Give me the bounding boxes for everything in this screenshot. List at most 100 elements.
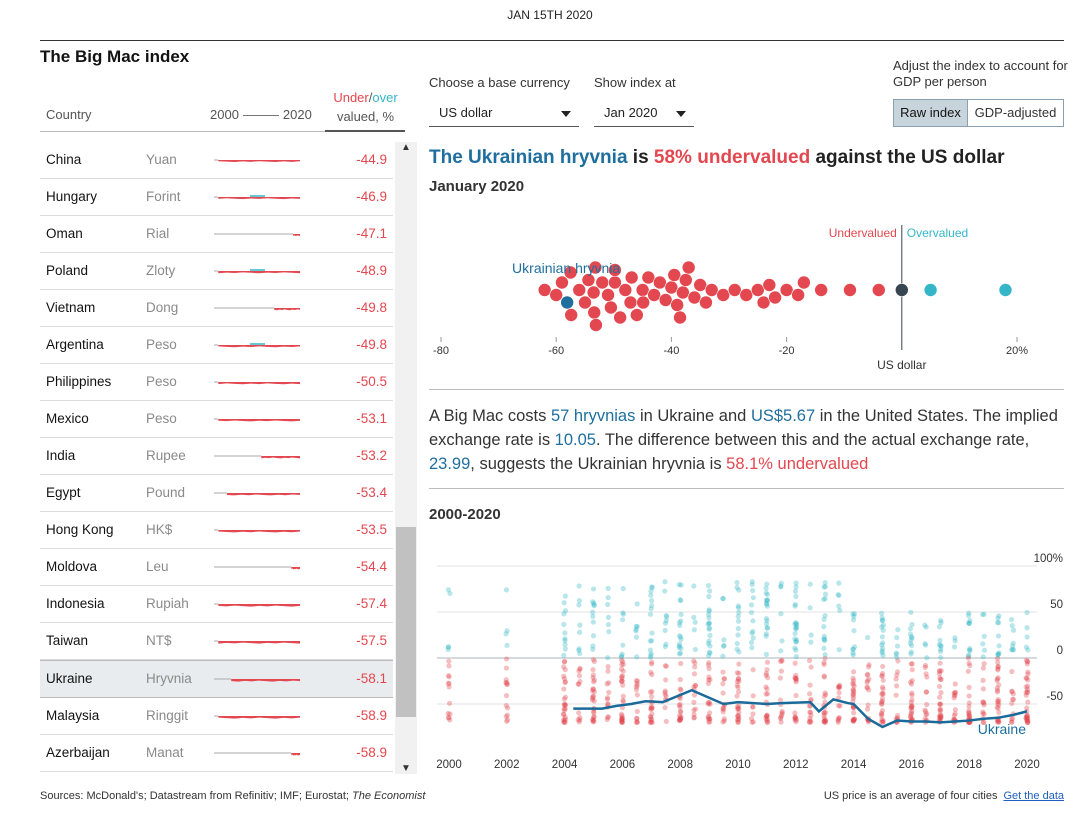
table-row[interactable]: Mexico Peso -53.1	[40, 401, 393, 438]
currency-dot[interactable]	[618, 283, 633, 297]
currency-dot[interactable]	[635, 283, 650, 297]
currency-dot[interactable]	[727, 283, 742, 297]
currency-dot[interactable]	[791, 288, 805, 302]
table-row[interactable]: Poland Zloty -48.9	[40, 253, 393, 290]
currency-dot[interactable]	[587, 305, 602, 320]
history-dot	[1023, 690, 1029, 696]
currency-dot[interactable]	[704, 283, 719, 297]
currency-dot[interactable]	[762, 278, 777, 292]
currency-dot[interactable]	[578, 295, 592, 310]
history-dot	[705, 662, 712, 668]
highlight-dot[interactable]	[560, 295, 574, 310]
country-table[interactable]: China Yuan -44.9 Hungary Forint -46.9 Oman Rial…	[40, 142, 393, 782]
currency-dot[interactable]	[555, 275, 569, 290]
history-dot	[604, 681, 610, 687]
history-dot	[634, 692, 640, 698]
history-dot	[748, 609, 755, 616]
col-country-header[interactable]: Country	[46, 107, 92, 122]
currency-dot[interactable]	[658, 293, 673, 307]
currency-dot[interactable]	[613, 310, 627, 325]
currency-dot[interactable]	[693, 278, 708, 292]
table-row[interactable]: India Rupee -53.2	[40, 438, 393, 475]
currency-dot[interactable]	[623, 295, 638, 310]
table-row[interactable]: Oman Rial -47.1	[40, 216, 393, 253]
history-dot	[879, 698, 886, 704]
currency-dot[interactable]	[586, 285, 601, 300]
currency-dot[interactable]	[641, 270, 656, 285]
table-row[interactable]: Indonesia Rupiah -57.4	[40, 586, 393, 623]
currency-dot[interactable]	[630, 308, 644, 322]
scroll-down-icon[interactable]: ▼	[401, 763, 411, 774]
history-dot	[764, 618, 770, 624]
currency-dot[interactable]	[739, 288, 754, 302]
currency-dot[interactable]	[998, 283, 1013, 297]
currency-dot[interactable]	[673, 310, 687, 325]
table-row[interactable]: Egypt Pound -53.4	[40, 475, 393, 512]
raw-index-button[interactable]: Raw index	[893, 99, 968, 127]
table-row[interactable]: China Yuan -44.9	[40, 142, 393, 179]
currency-dot[interactable]	[667, 268, 682, 282]
get-data-link[interactable]: Get the data	[1003, 790, 1064, 802]
currency-dot[interactable]	[843, 283, 857, 297]
currency-dot[interactable]	[564, 308, 578, 322]
table-row[interactable]: Malaysia Ringgit -58.9	[40, 698, 393, 735]
currency-dot[interactable]	[750, 283, 765, 297]
currency-dot[interactable]	[636, 295, 650, 310]
currency-dot[interactable]	[601, 288, 615, 302]
currency-dot[interactable]	[699, 295, 713, 310]
table-row[interactable]: Vietnam Dong -49.8	[40, 290, 393, 327]
currency-dot[interactable]	[608, 263, 622, 277]
history-dot	[879, 695, 886, 701]
currency-dot[interactable]	[604, 300, 618, 315]
currency-dot[interactable]	[814, 283, 828, 297]
table-row[interactable]: Hungary Forint -46.9	[40, 179, 393, 216]
currency-dot[interactable]	[681, 260, 696, 275]
currency-dot[interactable]	[624, 270, 639, 285]
currency-dot[interactable]	[595, 275, 610, 290]
history-dot	[590, 586, 597, 592]
currency-dot[interactable]	[589, 318, 603, 332]
currency-dot[interactable]	[716, 288, 731, 302]
currency-dot[interactable]	[664, 280, 679, 295]
table-scrollbar[interactable]: ▲ ▼	[395, 142, 417, 774]
currency-dot[interactable]	[676, 285, 690, 300]
currency-dot[interactable]	[670, 298, 684, 312]
table-row[interactable]: Hong Kong HK$ -53.5	[40, 512, 393, 549]
table-row[interactable]: Philippines Peso -50.5	[40, 364, 393, 401]
ukraine-line[interactable]	[573, 688, 1028, 729]
currency-dot[interactable]	[549, 288, 563, 302]
history-dot	[851, 716, 857, 722]
currency-dot[interactable]	[588, 260, 603, 275]
history-dot	[749, 581, 755, 588]
table-row[interactable]: Moldova Leu -54.4	[40, 549, 393, 586]
currency-dot[interactable]	[653, 275, 667, 290]
gdp-adjusted-button[interactable]: GDP-adjusted	[967, 99, 1064, 127]
table-row[interactable]: Azerbaijan Manat -58.9	[40, 735, 393, 772]
currency-dot[interactable]	[779, 283, 794, 297]
currency-dot[interactable]	[647, 288, 661, 302]
scroll-thumb[interactable]	[396, 527, 416, 717]
currency-dot[interactable]	[871, 283, 886, 297]
currency-dot[interactable]	[537, 283, 552, 297]
col-value-header[interactable]: Under/over valued, %	[328, 88, 403, 126]
base-currency-select[interactable]: US dollar	[429, 100, 579, 127]
table-row[interactable]: Taiwan NT$ -57.5	[40, 623, 393, 660]
currency-dot[interactable]	[572, 283, 587, 297]
history-chart[interactable]: 100% 50 0 -50 Ukraine 2000 2002 2004 2006 2008 201…	[429, 530, 1069, 780]
currency-dot[interactable]	[756, 295, 771, 310]
table-row[interactable]: Argentina Peso -49.8	[40, 327, 393, 364]
date-select[interactable]: Jan 2020	[594, 100, 694, 127]
history-dot	[576, 710, 582, 716]
table-row[interactable]: TurkeyLira-61.0	[40, 772, 393, 782]
table-row[interactable]: Ukraine Hryvnia -58.1	[40, 660, 393, 698]
currency-dot[interactable]	[768, 290, 782, 305]
base-currency-dot[interactable]	[894, 283, 909, 297]
scroll-up-icon[interactable]: ▲	[401, 142, 411, 153]
currency-dot[interactable]	[581, 273, 596, 287]
currency-dot[interactable]	[687, 290, 702, 305]
beeswarm-chart[interactable]: Undervalued Overvalued Ukrainian hryvnia -8…	[429, 215, 1064, 375]
currency-dot[interactable]	[678, 273, 693, 287]
currency-dot[interactable]	[923, 283, 938, 297]
currency-dot[interactable]	[797, 275, 811, 290]
currency-dot[interactable]	[563, 265, 578, 280]
